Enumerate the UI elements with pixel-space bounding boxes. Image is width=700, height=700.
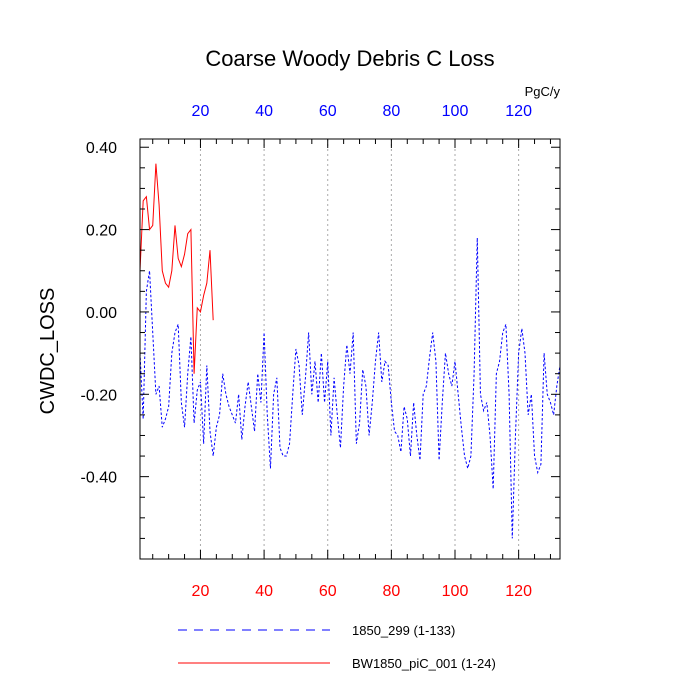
units-label: PgC/y — [525, 84, 561, 99]
y-tick-label: 0.40 — [86, 140, 117, 157]
plot-frame — [139, 138, 561, 560]
x-tick-label-bottom: 20 — [192, 583, 210, 600]
y-tick-label: -0.20 — [81, 387, 118, 404]
x-tick-label-bottom: 120 — [505, 583, 532, 600]
x-tick-label-top: 40 — [255, 103, 273, 120]
x-tick-label-top: 120 — [505, 103, 532, 120]
legend-label-1: 1850_299 (1-133) — [352, 623, 455, 638]
legend-label-2: BW1850_piC_001 (1-24) — [352, 656, 496, 671]
x-tick-label-top: 60 — [319, 103, 337, 120]
series-layer — [139, 163, 561, 539]
x-tick-label-bottom: 100 — [442, 583, 469, 600]
x-tick-label-bottom: 40 — [255, 583, 273, 600]
y-tick-label: 0.20 — [86, 223, 117, 240]
y-tick-label: -0.40 — [81, 470, 118, 487]
grid-layer — [199, 139, 520, 559]
legend: 1850_299 (1-133) BW1850_piC_001 (1-24) — [178, 623, 496, 671]
x-tick-label-top: 100 — [442, 103, 469, 120]
axis-layer: 20 20 40 40 60 60 80 80 100 100 120 120 0.40 0.20 0.00… — [81, 103, 561, 600]
y-tick-label: 0.00 — [86, 305, 117, 322]
series-line-1 — [139, 237, 561, 539]
x-tick-label-bottom: 60 — [319, 583, 337, 600]
x-tick-label-top: 20 — [192, 103, 210, 120]
y-axis-label: CWDC_LOSS — [37, 288, 59, 415]
series-line-2 — [139, 163, 214, 374]
x-tick-label-top: 80 — [382, 103, 400, 120]
x-tick-label-bottom: 80 — [382, 583, 400, 600]
chart-title: Coarse Woody Debris C Loss — [205, 46, 494, 71]
